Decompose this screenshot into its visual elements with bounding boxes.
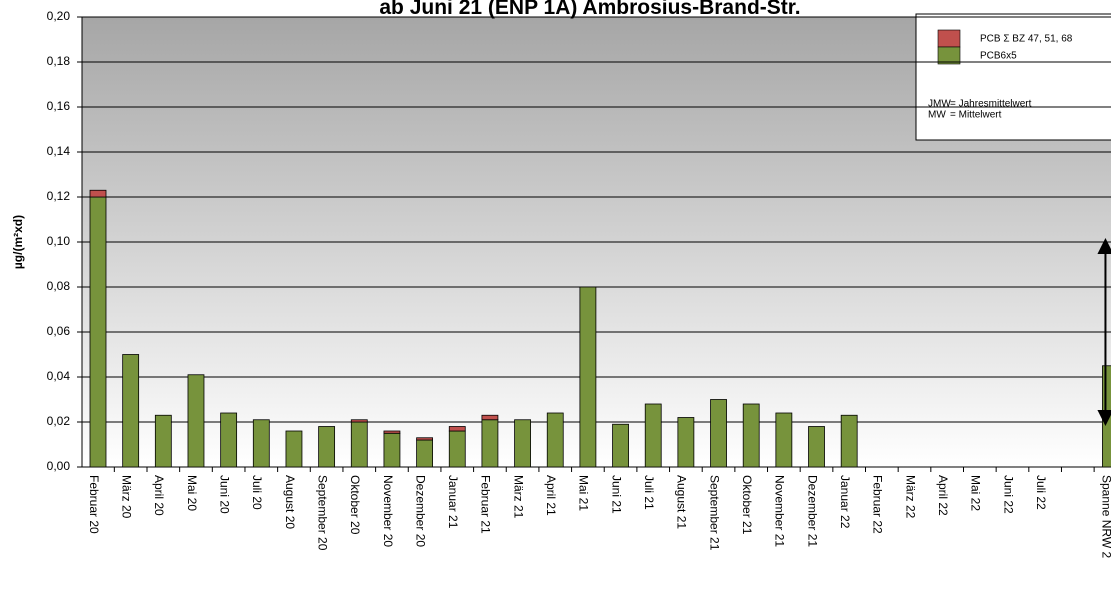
legend-note: MW [928,110,946,121]
x-tick-label: Spanne NRW 2 [1099,475,1111,558]
x-tick-label: März 20 [119,475,133,519]
x-tick-label: Oktober 20 [348,475,362,535]
x-tick-label: Februar 22 [871,475,885,534]
bar-segment [448,430,466,468]
bar-segment [416,437,434,441]
x-tick-label: Mai 22 [969,475,983,511]
x-tick-label: Juni 21 [609,475,623,514]
x-tick-label: Januar 22 [838,475,852,529]
x-tick-label: September 20 [315,475,329,551]
bar-segment [252,419,270,468]
y-tick-label: 0,00 [47,459,71,473]
bar-segment [546,412,564,468]
legend-label: PCB6x5 [980,51,1017,62]
bar-segment [677,417,695,468]
y-tick-label: 0,08 [47,279,71,293]
legend-swatch [937,46,961,65]
x-tick-label: April 22 [936,475,950,516]
x-tick-label: Oktober 21 [740,475,754,535]
bar-segment [775,412,793,468]
legend-note: JMW [928,99,951,110]
x-tick-label: Juli 20 [250,475,264,510]
bar-segment [416,439,434,468]
bar-segment [89,196,107,468]
bar-segment [579,286,597,468]
x-tick-label: Juli 21 [642,475,656,510]
bar-segment [89,189,107,198]
x-tick-label: August 20 [283,475,297,529]
x-tick-label: April 20 [152,475,166,516]
legend-note: = Jahresmittelwert [950,99,1032,110]
bar-segment [220,412,238,468]
bar-segment [187,374,205,468]
legend: PCB Σ BZ 47, 51, 68 PCB6x5 JMW = Jahresmitt… [915,13,1111,141]
y-tick-label: 0,16 [47,99,71,113]
y-tick-label: 0,12 [47,189,71,203]
y-axis-label: µg/(m²xd) [11,215,25,269]
bar-segment [612,423,629,468]
x-tick-label: Dezember 21 [805,475,819,547]
bar-segment [383,430,401,434]
y-tick-label: 0,10 [47,234,71,248]
bar-segment [808,426,825,468]
bar-segment [514,419,531,468]
bar-segment [383,432,401,468]
bar-segment [710,399,727,468]
x-tick-label: März 22 [903,475,917,519]
bar-segment [154,414,172,468]
bar-segment [742,403,760,468]
x-tick-label: Januar 21 [446,475,460,529]
legend-swatch [937,29,961,48]
x-tick-label: September 21 [707,475,721,551]
bar-segment [1102,365,1111,468]
x-tick-label: Dezember 20 [413,475,427,547]
legend-note: = Mittelwert [950,110,1002,121]
bar-segment [350,421,368,468]
x-tick-label: Februar 20 [87,475,101,534]
legend-label: PCB Σ BZ 47, 51, 68 [980,34,1073,45]
x-tick-label: November 20 [381,475,395,547]
chart-title: ab Juni 21 (ENP 1A) Ambrosius-Brand-Str. [379,0,800,19]
bar-segment [318,426,336,468]
x-tick-label: Mai 21 [577,475,591,511]
x-tick-label: Februar 21 [479,475,493,534]
y-tick-label: 0,04 [47,369,71,383]
bar-segment [840,414,858,468]
x-tick-label: Juni 22 [1001,475,1015,514]
x-tick-label: November 21 [773,475,787,547]
x-tick-label: Juli 22 [1034,475,1048,510]
y-tick-label: 0,14 [47,144,71,158]
bar-segment [122,354,140,468]
bar-segment [481,419,499,468]
y-tick-label: 0,02 [47,414,71,428]
bar-segment [644,403,662,468]
x-tick-label: April 21 [544,475,558,516]
y-tick-label: 0,06 [47,324,71,338]
x-tick-label: Juni 20 [217,475,231,514]
bar-segment [448,426,466,432]
x-tick-label: August 21 [675,475,689,529]
bar-segment [350,419,368,423]
bar-segment [481,414,499,421]
bar-segment [285,430,303,468]
y-tick-label: 0,18 [47,54,71,68]
x-tick-label: März 21 [511,475,525,519]
y-tick-label: 0,20 [47,9,71,23]
x-tick-label: Mai 20 [185,475,199,511]
